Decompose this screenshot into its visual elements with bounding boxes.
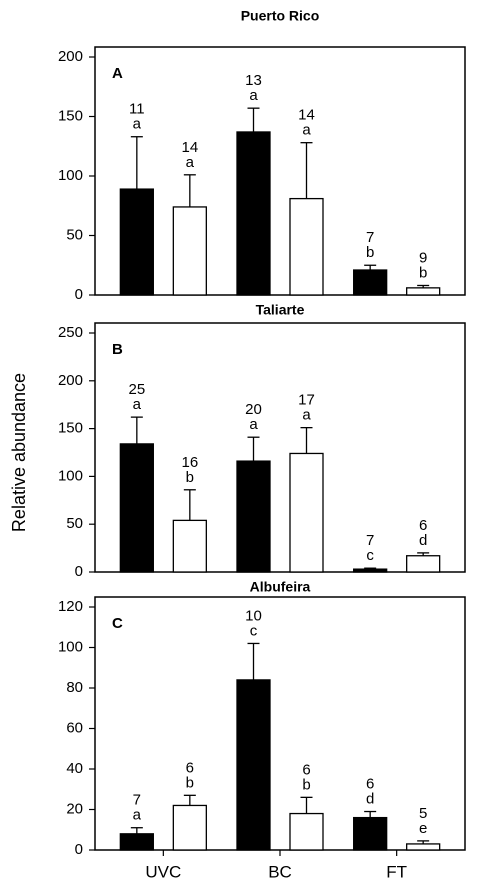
y-tick-label: 100 (58, 167, 83, 184)
bar (353, 269, 388, 296)
y-tick-label: 0 (75, 286, 83, 303)
letter-label: a (249, 416, 258, 433)
bar (119, 833, 154, 851)
chart-title: Taliarte (256, 302, 305, 318)
letter-label: b (366, 244, 374, 261)
plot-frame (94, 322, 466, 573)
y-tick-label: 0 (75, 841, 83, 858)
bar (172, 206, 207, 296)
bar (236, 131, 271, 296)
x-tick-label: UVC (145, 862, 181, 881)
bar (289, 197, 324, 296)
y-tick-label: 150 (58, 420, 83, 437)
chart-title: Albufeira (250, 579, 311, 595)
n-label: 14 (298, 107, 315, 124)
y-tick-label: 250 (58, 324, 83, 341)
n-label: 5 (419, 805, 427, 822)
bar (236, 679, 271, 851)
n-label: 10 (245, 607, 262, 624)
y-tick-label: 150 (58, 107, 83, 124)
chart-title: Puerto Rico (241, 8, 320, 24)
bar (236, 460, 271, 573)
y-tick-label: 200 (58, 372, 83, 389)
y-tick-label: 60 (66, 719, 83, 736)
bar (172, 804, 207, 851)
letter-label: e (419, 820, 427, 837)
x-tick-label: BC (268, 862, 292, 881)
bar (119, 443, 154, 573)
bar (353, 568, 388, 573)
letter-label: a (302, 122, 311, 139)
y-tick-label: 50 (66, 515, 83, 532)
letter-label: a (249, 87, 258, 104)
letter-label: a (186, 154, 195, 171)
n-label: 9 (419, 249, 427, 266)
y-tick-label: 200 (58, 48, 83, 65)
y-tick-label: 40 (66, 760, 83, 777)
y-tick-label: 120 (58, 598, 83, 615)
panel-label: A (112, 65, 123, 82)
n-label: 11 (129, 101, 145, 118)
letter-label: a (133, 116, 142, 133)
letter-label: c (366, 547, 374, 564)
y-tick-label: 20 (66, 800, 83, 817)
y-tick-label: 0 (75, 563, 83, 580)
panel-label: B (112, 341, 123, 358)
bar (119, 188, 154, 296)
letter-label: d (419, 532, 427, 549)
n-label: 6 (366, 775, 374, 792)
bar (406, 555, 441, 573)
y-tick-label: 100 (58, 467, 83, 484)
n-label: 7 (366, 532, 374, 549)
bar (406, 843, 441, 851)
letter-label: a (302, 407, 311, 424)
bar (289, 452, 324, 573)
n-label: 6 (186, 759, 194, 776)
letter-label: b (186, 774, 194, 791)
bar (353, 816, 388, 851)
panel-label: C (112, 615, 123, 632)
bar (406, 287, 441, 296)
n-label: 7 (366, 229, 374, 246)
letter-label: b (186, 469, 194, 486)
letter-label: d (366, 790, 374, 807)
y-axis-label: Relative abundance (9, 373, 29, 532)
n-label: 13 (245, 72, 262, 89)
n-label: 6 (419, 517, 427, 534)
n-label: 6 (302, 761, 310, 778)
plot-frame (94, 46, 466, 296)
n-label: 7 (133, 792, 141, 809)
n-label: 17 (298, 392, 315, 409)
y-tick-label: 80 (66, 679, 83, 696)
letter-label: b (419, 264, 427, 281)
letter-label: b (302, 776, 310, 793)
bar (289, 812, 324, 851)
y-tick-label: 100 (58, 638, 83, 655)
letter-label: c (250, 622, 258, 639)
n-label: 16 (181, 454, 198, 471)
plot-frame (94, 596, 466, 851)
letter-label: a (133, 396, 142, 413)
n-label: 14 (181, 139, 198, 156)
bar (172, 519, 207, 573)
n-label: 25 (128, 381, 145, 398)
x-tick-label: FT (386, 862, 407, 881)
n-label: 20 (245, 401, 262, 418)
letter-label: a (133, 807, 142, 824)
y-tick-label: 50 (66, 226, 83, 243)
